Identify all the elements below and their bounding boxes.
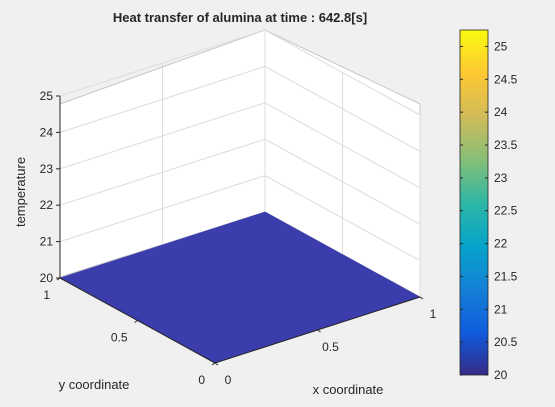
x-tick-label: 0	[225, 373, 232, 387]
colorbar-tick-label: 22.5	[494, 204, 518, 218]
z-tick-label: 22	[40, 198, 54, 212]
y-tick-label: 0	[198, 373, 205, 387]
x-tick	[419, 296, 424, 300]
colorbar-ticks: 20 20.5 21 21.5 22 22.5 23 23.5 24 24.5 25	[460, 39, 518, 382]
colorbar-tick-label: 24	[494, 105, 508, 119]
surface-cell	[161, 211, 344, 288]
z-axis-label: temperature	[13, 157, 28, 227]
colorbar-tick-label: 25	[494, 39, 508, 53]
colorbar-tick-label: 20	[494, 368, 508, 382]
z-tick-label: 20	[40, 271, 54, 285]
colorbar-tick-label: 24.5	[494, 72, 518, 86]
chart-title: Heat transfer of alumina at time : 642.8…	[113, 10, 367, 25]
z-tick-label: 21	[40, 235, 54, 249]
colorbar-tick-label: 21	[494, 302, 508, 316]
tick-marks	[56, 95, 424, 366]
x-axis-label: x coordinate	[313, 382, 384, 397]
colorbar	[459, 29, 489, 376]
z-tick-label: 25	[40, 89, 54, 103]
y-tick	[211, 362, 216, 366]
x-tick-label: 1	[430, 307, 437, 321]
colorbar-tick-label: 21.5	[494, 269, 518, 283]
x-tick-label: 0.5	[322, 340, 339, 354]
y-tick	[134, 320, 138, 323]
gridlines	[59, 29, 421, 298]
y-tick-label: 1	[43, 288, 50, 302]
y-tick-label: 0.5	[111, 331, 128, 345]
x-tick	[214, 362, 219, 366]
z-tick-label: 23	[40, 162, 54, 176]
colorbar-tick-label: 23	[494, 171, 508, 185]
x-tick	[317, 329, 321, 333]
z-tick-label: 24	[40, 125, 54, 139]
colorbar-tick-label: 20.5	[494, 335, 518, 349]
y-axis-label: y coordinate	[59, 377, 130, 392]
colorbar-tick-label: 22	[494, 237, 508, 251]
tick-labels: 0 0.5 1 0 0.5 1 20 21 22 23 24 25	[40, 89, 437, 387]
colorbar-tick-label: 23.5	[494, 138, 518, 152]
